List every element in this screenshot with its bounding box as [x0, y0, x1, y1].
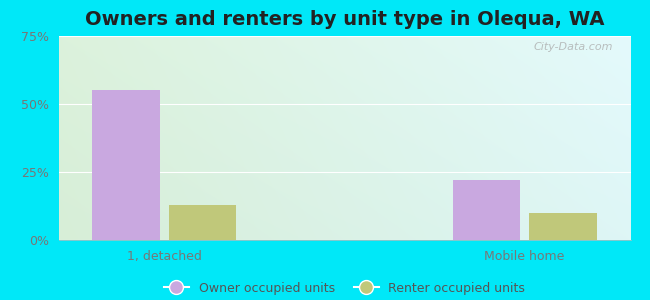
- Legend: Owner occupied units, Renter occupied units: Owner occupied units, Renter occupied un…: [159, 277, 530, 300]
- Bar: [529, 213, 597, 240]
- Title: Owners and renters by unit type in Olequa, WA: Owners and renters by unit type in Olequ…: [84, 10, 604, 29]
- Bar: [92, 90, 160, 240]
- Bar: [168, 205, 237, 240]
- Bar: [452, 180, 521, 240]
- Text: City-Data.com: City-Data.com: [534, 42, 614, 52]
